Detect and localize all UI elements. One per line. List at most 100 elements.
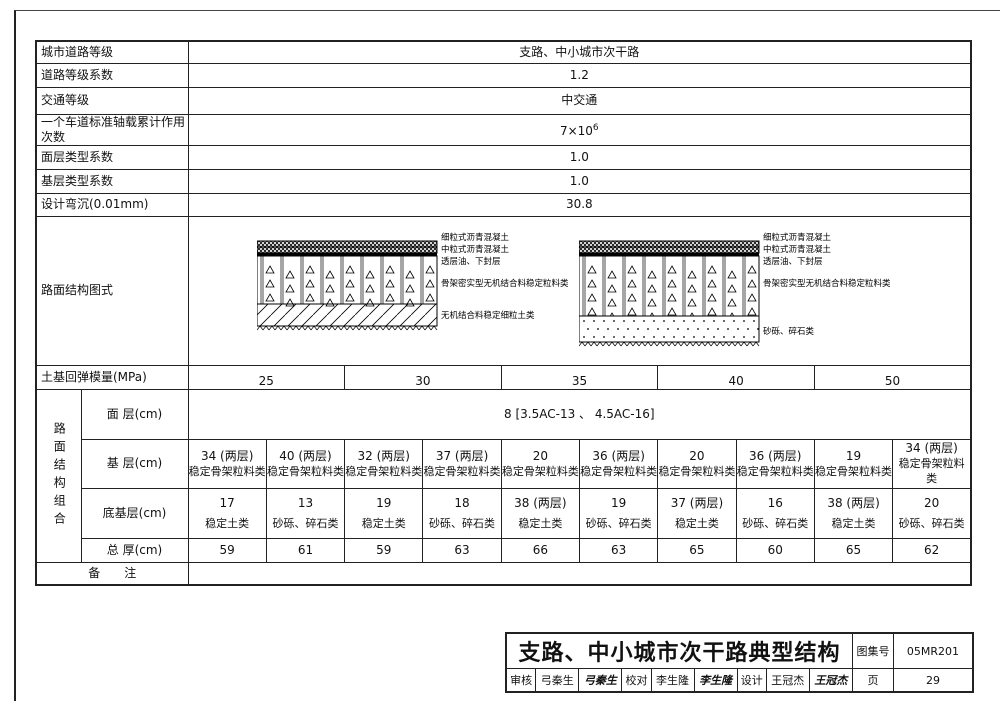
layer-label: 无机结合料稳定细粒土类 [441, 310, 535, 321]
base-material: 稳定骨架粒料类 [736, 464, 814, 478]
layer-label: 砂砾、碎石类 [763, 326, 815, 337]
total-value: 63 [578, 537, 659, 563]
base-thickness: 34 (两层) [905, 441, 958, 455]
layer-label: 透层油、下封层 [441, 256, 501, 267]
subbase-cell: 38 (两层) 稳定土类 [500, 487, 581, 539]
subbase-row: 底基层(cm) 17 稳定土类 13 砂砾、碎石类 19 稳定土类 18 砂砾、碎石类 38 (两… [36, 487, 972, 539]
param-value-text: 1.2 [569, 67, 589, 82]
base-thickness: 20 [532, 448, 548, 463]
base-row: 基 层(cm) 34 (两层) 稳定骨架粒料类 40 (两层) 稳定骨架粒料类 32 (两… [36, 438, 972, 489]
drawing-title: 支路、中小城市次干路典型结构 [505, 632, 853, 669]
total-value: 63 [422, 537, 502, 563]
atlas-number: 05MR201 [893, 632, 974, 669]
param-label: 一个车道标准轴载累计作用次数 [35, 113, 189, 146]
subbase-cell: 17 稳定土类 [187, 487, 267, 539]
param-value-text: 中交通 [561, 93, 598, 107]
base-material: 稳定骨架粒料类 [898, 457, 965, 485]
page-label: 页 [852, 668, 894, 693]
base-thickness: 40 (两层) [279, 448, 332, 463]
base-thickness: 19 [845, 448, 862, 463]
modulus-value: 25 [187, 364, 346, 390]
total-value: 66 [500, 537, 581, 563]
layer-label: 骨架密实型无机结合料稳定粒料类 [441, 278, 569, 289]
subbase-material: 稳定土类 [674, 516, 719, 530]
reviewer-signature: 弓秦生 [578, 668, 623, 693]
base-thickness: 37 (两层) [435, 448, 489, 463]
surface-label: 面 层(cm) [80, 388, 189, 440]
subbase-material: 砂砾、碎石类 [585, 516, 652, 530]
base-cell: 20 稳定骨架粒料类 [500, 438, 581, 489]
param-label: 面层类型系数 [35, 144, 189, 170]
base-cell: 36 (两层) 稳定骨架粒料类 [735, 438, 815, 489]
base-material: 稳定骨架粒料类 [501, 464, 579, 478]
review-label: 审核 [505, 668, 537, 693]
param-label: 设计弯沉(0.01mm) [35, 192, 189, 217]
param-value: 1.0 [187, 144, 972, 170]
base-thickness: 32 (两层) [357, 448, 410, 463]
check-label: 校对 [621, 668, 652, 693]
pavement-structure-table: 城市道路等级 支路、中小城市次干路 道路等级系数 1.2 交通等级 中交通一个车道标准轴载… [35, 40, 973, 586]
subbase-material: 砂砾、碎石类 [742, 516, 809, 530]
base-thickness: 34 (两层) [200, 448, 254, 463]
surface-value: 8 [3.5AC-13 、 4.5AC-16] [187, 388, 972, 440]
param-label: 城市道路等级 [35, 40, 189, 64]
design-label: 设计 [736, 668, 767, 693]
right-structure-diagram: 细粒式沥青混凝土中粒式沥青混凝土透层油、下封层骨架密实型无机结合料稳定粒料类砂砾… [578, 232, 891, 346]
param-label: 交通等级 [35, 86, 189, 115]
subbase-cell: 13 砂砾、碎石类 [265, 487, 346, 539]
base-material: 稳定骨架粒料类 [423, 464, 501, 478]
diagram-row: 路面结构图式 细粒式沥青混凝土 中粒式沥青混凝土 透层油、下封层 骨架密实型无机结合料… [35, 215, 972, 366]
modulus-row: 土基回弹模量(MPa) 25 30 35 40 50 [35, 364, 972, 390]
base-cell: 20 稳定骨架粒料类 [657, 438, 737, 489]
remarks-row: 备 注 [35, 561, 972, 586]
layer-label: 中粒式沥青混凝土 [763, 244, 832, 255]
param-row: 城市道路等级 支路、中小城市次干路 [35, 40, 972, 64]
subbase-material: 稳定土类 [205, 516, 250, 530]
base-label: 基 层(cm) [80, 438, 189, 489]
param-row: 面层类型系数 1.0 [35, 144, 972, 170]
base-material: 稳定骨架粒料类 [345, 464, 423, 478]
diagram-label: 路面结构图式 [35, 215, 189, 366]
layer-label: 骨架密实型无机结合料稳定粒料类 [763, 278, 891, 289]
total-value: 65 [657, 537, 737, 563]
subbase-thickness: 16 [767, 495, 783, 510]
subbase-cell: 37 (两层) 稳定土类 [657, 487, 737, 539]
subbase-cell: 16 砂砾、碎石类 [735, 487, 815, 539]
param-row: 设计弯沉(0.01mm) 30.8 [35, 192, 972, 217]
total-value: 61 [265, 537, 346, 563]
base-thickness: 36 (两层) [592, 448, 645, 463]
modulus-value: 35 [500, 364, 659, 390]
total-value: 59 [187, 537, 267, 563]
base-material: 稳定骨架粒料类 [266, 464, 344, 478]
base-cell: 34 (两层) 稳定骨架粒料类 [892, 438, 972, 489]
total-label: 总 厚(cm) [80, 537, 189, 563]
subbase-thickness: 18 [454, 495, 470, 510]
combo-label: 路面结构组合 [35, 388, 82, 563]
subbase-cell: 20 砂砾、碎石类 [892, 487, 972, 539]
param-value-text: 7×10 [559, 123, 593, 138]
base-cell: 34 (两层) 稳定骨架粒料类 [187, 438, 267, 489]
reviewer-name: 弓秦生 [535, 668, 580, 693]
modulus-value: 40 [657, 364, 815, 390]
remarks-label: 备 注 [35, 561, 189, 586]
left-structure-diagram: 细粒式沥青混凝土中粒式沥青混凝土透层油、下封层骨架密实型无机结合料稳定粒料类无机… [256, 232, 569, 330]
total-value: 59 [344, 537, 424, 563]
param-row: 基层类型系数 1.0 [35, 168, 972, 194]
total-row: 总 厚(cm) 59 61 59 63 66 63 65 60 65 62 [36, 537, 972, 563]
param-value: 30.8 [187, 192, 972, 217]
total-value: 65 [813, 537, 894, 563]
subbase-material: 稳定土类 [831, 516, 876, 530]
param-row: 一个车道标准轴载累计作用次数 7×106 [35, 113, 972, 146]
param-value-text: 1.0 [569, 149, 589, 164]
subbase-cell: 19 稳定土类 [344, 487, 424, 539]
base-cell: 19 稳定骨架粒料类 [813, 438, 894, 489]
param-value-text: 1.0 [569, 173, 589, 188]
layer-label: 透层油、下封层 [763, 256, 823, 267]
param-value-text: 30.8 [565, 197, 593, 211]
base-material: 稳定骨架粒料类 [815, 464, 893, 478]
base-material: 稳定骨架粒料类 [188, 464, 266, 478]
subbase-material: 砂砾、碎石类 [272, 516, 339, 530]
checker-name: 李生隆 [650, 668, 695, 693]
param-label: 道路等级系数 [35, 62, 189, 88]
base-material: 稳定骨架粒料类 [580, 464, 658, 478]
